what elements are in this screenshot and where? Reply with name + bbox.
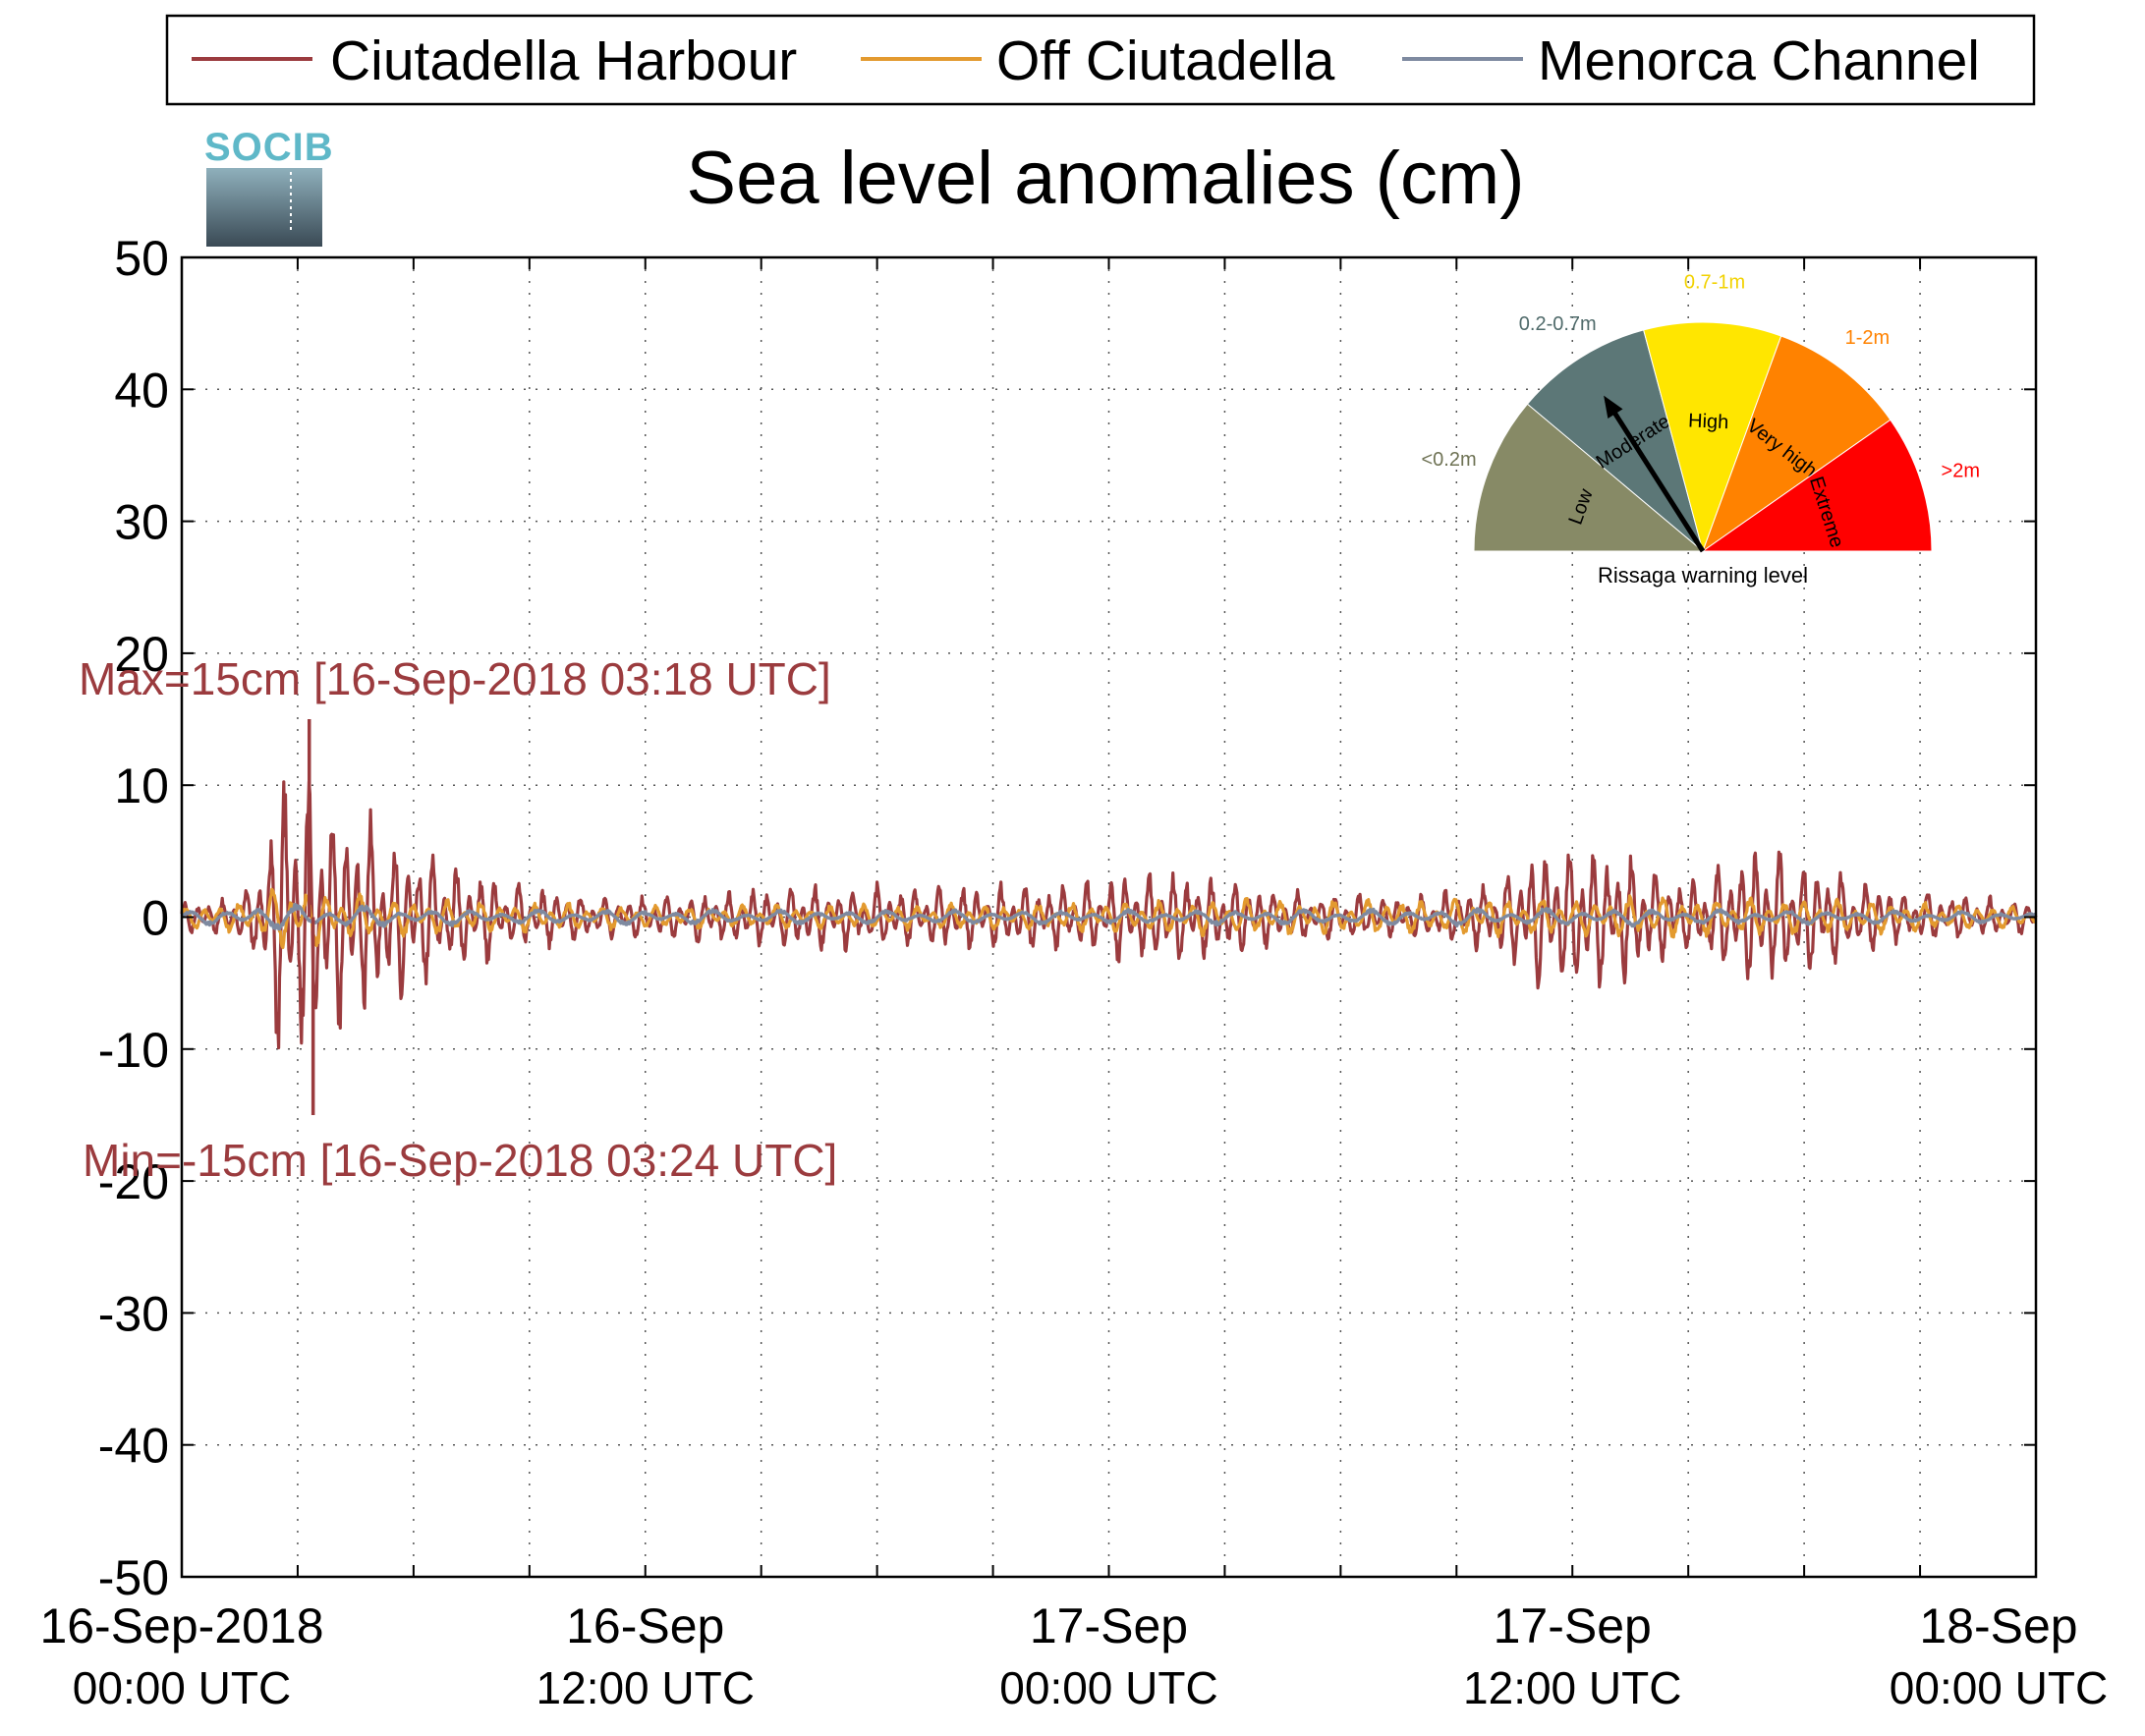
y-tick-label: -50: [98, 1550, 169, 1605]
gauge-range-extreme: >2m: [1942, 460, 1980, 481]
y-axis: 50 40 30 20 10 0 -10 -20 -30 -40 -50: [98, 231, 2036, 1605]
gauge-pointer-shaft: [1605, 399, 1706, 553]
gauge-range-moderate: 0.2-0.7m: [1519, 313, 1597, 335]
y-tick-label: 30: [114, 495, 169, 550]
series-layer: [180, 719, 2038, 1115]
y-tick-label: -20: [98, 1154, 169, 1209]
series-line-menorca-channel: [180, 902, 2038, 931]
x-axis: 16-Sep-2018 00:00 UTC 16-Sep 12:00 UTC 17-Se…: [39, 257, 2108, 1713]
x-tick-label-time: 00:00 UTC: [1890, 1662, 2108, 1713]
gauge-sector-low: [1473, 403, 1705, 552]
legend-label-off-ciutadella: Off Ciutadella: [996, 29, 1335, 92]
y-tick-label: 0: [141, 891, 169, 946]
x-tick-label-date: 18-Sep: [1919, 1598, 2077, 1653]
x-tick-label-date: 17-Sep: [1494, 1598, 1652, 1653]
y-tick-label: -40: [98, 1419, 169, 1474]
x-tick-label-time: 00:00 UTC: [73, 1662, 291, 1713]
x-tick-label-time: 00:00 UTC: [999, 1662, 1217, 1713]
gauge-range-very-high: 1-2m: [1845, 327, 1891, 349]
socib-logo: SOCIB: [204, 126, 334, 247]
x-tick-label-date: 17-Sep: [1030, 1598, 1188, 1653]
y-tick-label: -10: [98, 1023, 169, 1078]
y-tick-label: 20: [114, 627, 169, 682]
gauge-range-high: 0.7-1m: [1684, 271, 1745, 293]
gauge-sector-extreme: [1701, 419, 1933, 552]
x-tick-label-date: 16-Sep-2018: [39, 1598, 323, 1653]
logo-text: SOCIB: [204, 126, 334, 169]
legend-label-ciutadella-harbour: Ciutadella Harbour: [330, 29, 797, 92]
min-annotation: Min=-15cm [16-Sep-2018 03:24 UTC]: [83, 1135, 837, 1186]
chart-title: Sea level anomalies (cm): [686, 137, 1524, 220]
series-line-off-ciutadella: [181, 887, 2037, 950]
y-tick-label: 40: [114, 363, 169, 418]
x-tick-label-time: 12:00 UTC: [1463, 1662, 1681, 1713]
y-tick-label: -30: [98, 1286, 169, 1341]
gauge-range-low: <0.2m: [1422, 449, 1477, 471]
gauge-pointer-arrowhead: [1604, 395, 1623, 420]
gauge-caption: Rissaga warning level: [1598, 563, 1808, 588]
legend-box: [165, 14, 2036, 106]
max-annotation: Max=15cm [16-Sep-2018 03:18 UTC]: [79, 653, 831, 704]
gauge-label-high: High: [1688, 410, 1729, 433]
y-tick-label: 10: [114, 758, 169, 813]
legend-label-menorca-channel: Menorca Channel: [1538, 29, 1980, 92]
x-tick-label-date: 16-Sep: [566, 1598, 724, 1653]
gauge-sector-high: [1643, 321, 1782, 553]
legend: Ciutadella Harbour Off Ciutadella Menorc…: [165, 14, 2036, 106]
gauge-sector-moderate: [1526, 329, 1704, 553]
x-tick-label-time: 12:00 UTC: [536, 1662, 755, 1713]
gauge-sector-very-high: [1701, 335, 1891, 553]
y-tick-label: 50: [114, 231, 169, 286]
